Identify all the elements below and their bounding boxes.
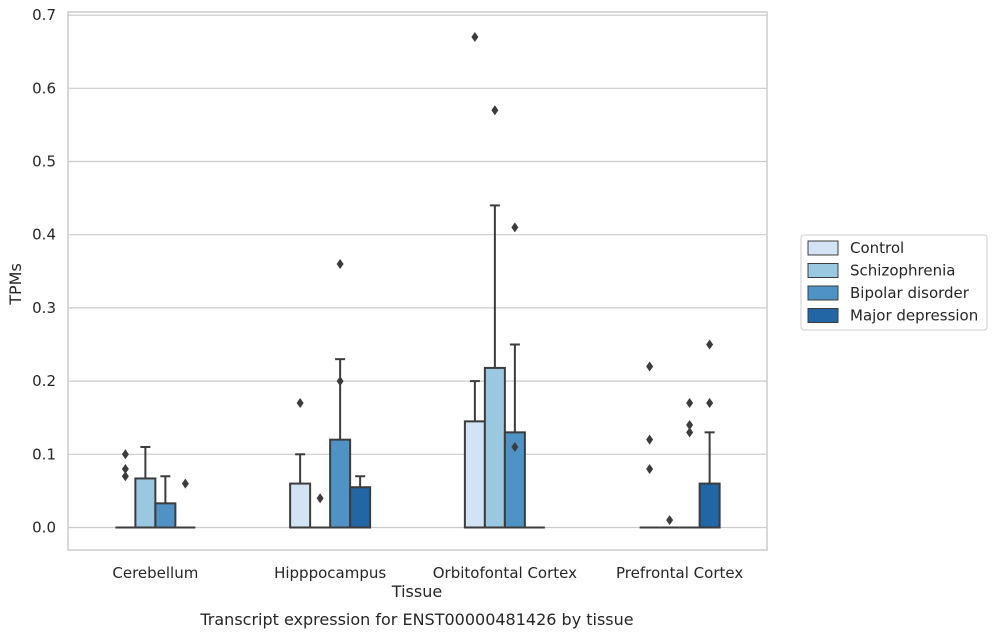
outlier-point	[181, 478, 189, 489]
box-0-3	[175, 478, 196, 529]
outlier-point	[666, 515, 674, 526]
legend-label: Control	[850, 239, 904, 257]
legend-swatch	[807, 240, 839, 256]
box-3-3	[698, 339, 721, 529]
legend-swatch	[807, 308, 839, 323]
box-body	[154, 502, 177, 529]
plot-border	[67, 11, 768, 551]
y-tick-label: 0.0	[32, 519, 56, 537]
box-body	[329, 438, 352, 529]
chart-caption: Transcript expression for ENST0000048142…	[199, 610, 633, 629]
legend-label: Bipolar disorder	[850, 284, 970, 302]
y-axis-label: TPMs	[6, 263, 25, 306]
boxes	[115, 32, 721, 529]
box-1-1	[310, 493, 331, 529]
outlier-point	[686, 398, 694, 409]
box-0-1	[134, 445, 157, 529]
box-0-0	[115, 449, 136, 529]
outlier-point	[646, 463, 654, 474]
box-body	[289, 482, 312, 529]
y-tick-labels: 0.0 0.1 0.2 0.3 0.4 0.5 0.6 0.7	[32, 6, 56, 536]
outlier-point	[336, 376, 344, 387]
x-tick-label: Hipppocampus	[274, 564, 386, 582]
x-tick-labels: Cerebellum Hipppocampus Orbitofontal Corte…	[112, 564, 743, 582]
box-2-2	[503, 222, 526, 529]
box-1-0	[289, 398, 312, 529]
outlier-point	[121, 471, 129, 482]
x-tick-label: Orbitofontal Cortex	[433, 564, 577, 582]
box-3-2	[679, 398, 700, 529]
y-tick-label: 0.7	[32, 6, 56, 24]
outlier-point	[296, 398, 304, 409]
y-tick-label: 0.4	[32, 226, 56, 244]
legend-swatch	[807, 285, 839, 301]
outlier-point	[316, 493, 324, 504]
legend: Control Schizophrenia Bipolar disorder Majo…	[800, 234, 988, 331]
outlier-point	[686, 420, 694, 431]
outlier-point	[121, 449, 129, 460]
x-axis-label: Tissue	[391, 582, 442, 601]
grid-lines	[68, 14, 767, 529]
outlier-point	[121, 463, 129, 474]
legend-frame	[800, 234, 988, 331]
plot-frame	[67, 11, 768, 551]
x-tick-label: Cerebellum	[112, 564, 198, 582]
x-tick-label: Prefrontal Cortex	[616, 564, 743, 582]
y-tick-label: 0.6	[32, 79, 56, 97]
y-tick-label: 0.3	[32, 299, 56, 317]
box-body	[463, 420, 486, 529]
outlier-point	[646, 434, 654, 445]
box-2-0	[463, 32, 486, 529]
outlier-point	[471, 32, 479, 43]
box-body	[134, 477, 157, 529]
box-body	[483, 366, 506, 529]
box-1-3	[349, 475, 372, 529]
legend-label: Schizophrenia	[850, 262, 955, 280]
y-tick-label: 0.1	[32, 445, 56, 463]
outlier-point	[646, 361, 654, 372]
box-2-1	[483, 105, 506, 529]
box-body	[349, 486, 372, 529]
box-body	[698, 482, 721, 529]
outlier-point	[706, 339, 714, 350]
outlier-point	[491, 105, 499, 116]
y-tick-label: 0.5	[32, 153, 56, 171]
y-tick-label: 0.2	[32, 372, 56, 390]
box-1-2	[329, 258, 352, 529]
legend-swatch	[807, 263, 839, 278]
outlier-point	[706, 398, 714, 409]
box-0-2	[154, 475, 177, 529]
outlier-point	[686, 427, 694, 438]
box-3-1	[659, 515, 680, 529]
outlier-point	[511, 222, 519, 233]
outlier-point	[511, 441, 519, 452]
box-3-0	[639, 361, 660, 529]
legend-label: Major depression	[850, 307, 978, 325]
outlier-point	[336, 258, 344, 269]
